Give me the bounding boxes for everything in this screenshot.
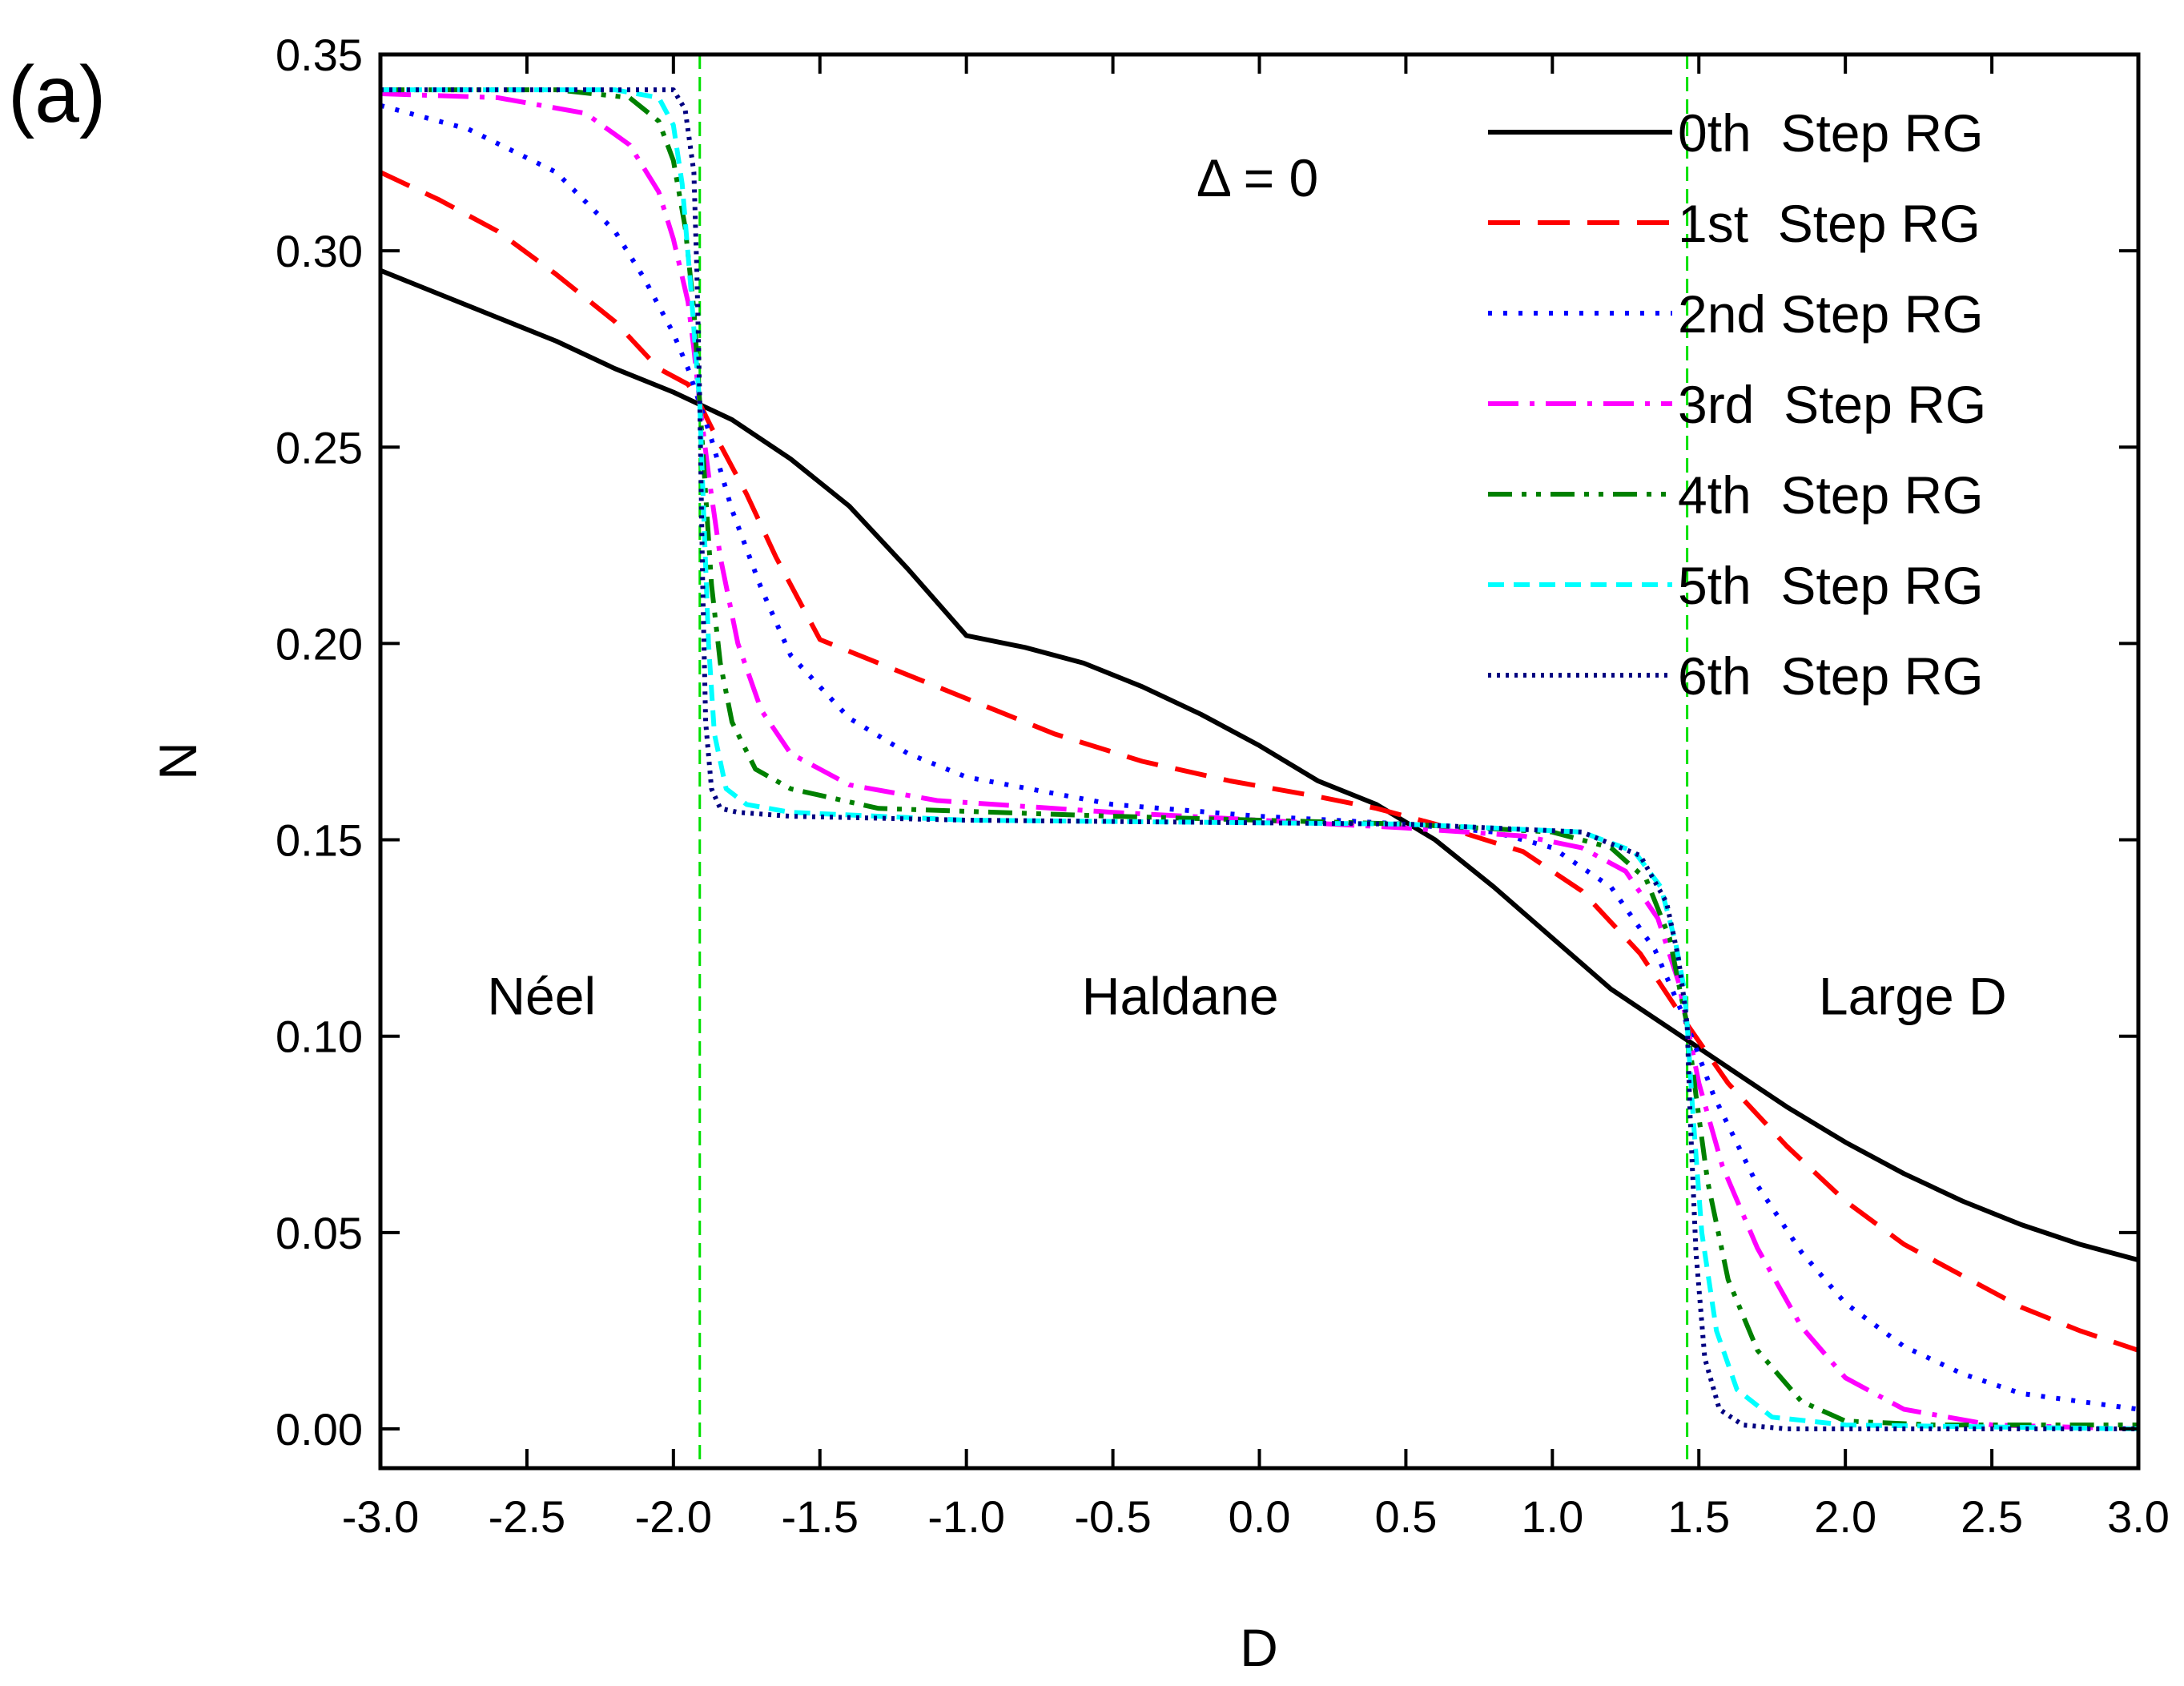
series-line-3rd-step-rg xyxy=(380,91,2138,1431)
legend: 0th Step RG 1st Step RG 2nd Step RG 3rd Ste… xyxy=(1488,103,1986,706)
legend-label: 5th Step RG xyxy=(1678,556,1984,615)
y-axis-title: N xyxy=(148,742,207,780)
plot-frame xyxy=(378,52,2141,1471)
x-tick-label: -1.0 xyxy=(927,1491,1005,1542)
x-tick-label: -1.5 xyxy=(782,1491,859,1542)
y-tick-label: 0.05 xyxy=(276,1208,363,1258)
legend-label: 6th Step RG xyxy=(1678,646,1984,706)
panel-label: (a) xyxy=(8,50,106,139)
x-tick-label: 2.0 xyxy=(1814,1491,1876,1542)
legend-label: 1st Step RG xyxy=(1678,194,1981,253)
y-tick-label: 0.35 xyxy=(276,30,363,80)
y-tick-label: 0.30 xyxy=(276,226,363,276)
x-tick-label: -2.5 xyxy=(489,1491,566,1542)
x-tick-label: 0.0 xyxy=(1229,1491,1291,1542)
region-label: Néel xyxy=(487,967,596,1026)
x-tick-label: -3.0 xyxy=(342,1491,420,1542)
x-tick-label: 2.5 xyxy=(1961,1491,2023,1542)
delta-annotation: Δ = 0 xyxy=(1197,148,1318,207)
x-tick-label: -2.0 xyxy=(635,1491,713,1542)
series-line-2nd-step-rg xyxy=(380,103,2138,1412)
legend-label: 0th Step RG xyxy=(1678,103,1984,163)
x-tick-label: 1.0 xyxy=(1521,1491,1583,1542)
legend-label: 2nd Step RG xyxy=(1678,284,1984,344)
y-tick-label: 0.10 xyxy=(276,1012,363,1062)
y-tick-label: 0.20 xyxy=(276,618,363,669)
x-tick-label: 3.0 xyxy=(2107,1491,2170,1542)
y-tick-label: 0.25 xyxy=(276,422,363,473)
y-tick-label: 0.00 xyxy=(276,1404,363,1455)
region-label: Haldane xyxy=(1082,967,1279,1026)
x-tick-label: 1.5 xyxy=(1667,1491,1730,1542)
x-tick-label: -0.5 xyxy=(1074,1491,1152,1542)
legend-label: 3rd Step RG xyxy=(1678,375,1986,434)
x-tick-label: 0.5 xyxy=(1374,1491,1437,1542)
x-axis-title: D xyxy=(1240,1618,1278,1677)
legend-label: 4th Step RG xyxy=(1678,465,1984,525)
series-line-6th-step-rg xyxy=(380,87,2138,1431)
y-tick-label: 0.15 xyxy=(276,815,363,866)
region-label: Large D xyxy=(1819,967,2007,1026)
series-line-1st-step-rg xyxy=(380,170,2138,1353)
series-line-0th-step-rg xyxy=(380,268,2138,1263)
series-line-5th-step-rg xyxy=(380,87,2138,1431)
